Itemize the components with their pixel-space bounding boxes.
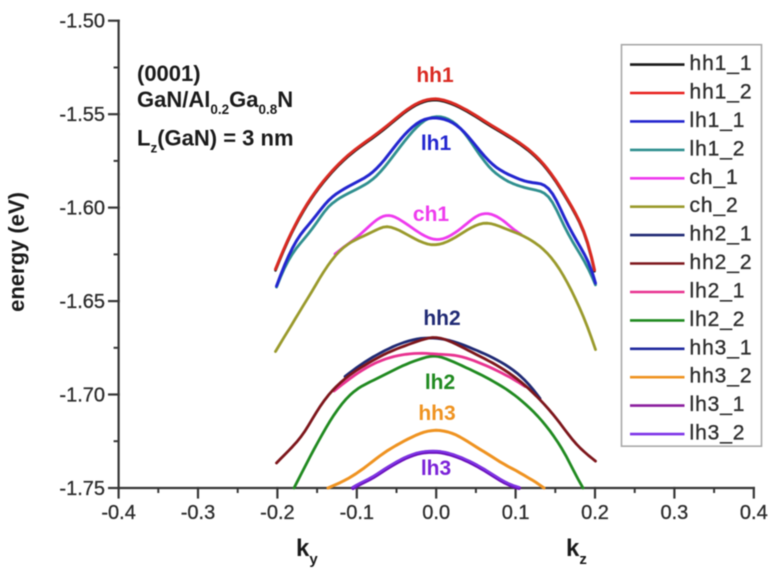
svg-text:lh1_2: lh1_2 <box>690 137 746 160</box>
svg-text:-1.65: -1.65 <box>59 291 105 313</box>
svg-text:(0001): (0001) <box>137 61 201 86</box>
svg-text:lh2: lh2 <box>425 371 455 394</box>
svg-text:lh2_2: lh2_2 <box>690 308 746 331</box>
svg-text:lh1: lh1 <box>421 132 452 155</box>
svg-text:-0.2: -0.2 <box>260 502 294 524</box>
svg-text:lh2_1: lh2_1 <box>690 280 746 303</box>
svg-text:-1.55: -1.55 <box>59 104 105 126</box>
svg-text:hh3: hh3 <box>418 402 455 425</box>
svg-text:energy (eV): energy (eV) <box>4 192 29 312</box>
svg-text:hh2: hh2 <box>423 307 460 330</box>
svg-text:0.1: 0.1 <box>502 502 530 524</box>
svg-text:lh3_2: lh3_2 <box>690 422 746 445</box>
svg-text:0.2: 0.2 <box>581 502 609 524</box>
svg-text:hh2_2: hh2_2 <box>690 251 753 274</box>
svg-text:ch_1: ch_1 <box>690 166 739 189</box>
svg-text:-1.60: -1.60 <box>59 198 105 220</box>
svg-text:-1.75: -1.75 <box>59 478 105 500</box>
svg-text:hh1_2: hh1_2 <box>690 81 753 104</box>
svg-text:0.0: 0.0 <box>422 502 450 524</box>
svg-text:ch1: ch1 <box>413 203 450 226</box>
svg-text:-1.70: -1.70 <box>59 385 105 407</box>
svg-text:lh3: lh3 <box>421 457 451 480</box>
svg-text:hh2_1: hh2_1 <box>690 223 753 246</box>
svg-text:0.3: 0.3 <box>660 502 688 524</box>
svg-text:hh1_1: hh1_1 <box>690 52 753 75</box>
svg-text:0.4: 0.4 <box>740 502 768 524</box>
svg-text:-0.3: -0.3 <box>181 502 215 524</box>
svg-text:-0.1: -0.1 <box>340 502 374 524</box>
svg-text:lh3_1: lh3_1 <box>690 393 746 416</box>
svg-text:-0.4: -0.4 <box>101 502 135 524</box>
svg-text:lh1_1: lh1_1 <box>690 109 746 132</box>
svg-text:hh3_1: hh3_1 <box>690 336 753 359</box>
svg-text:hh3_2: hh3_2 <box>690 365 753 388</box>
svg-text:hh1: hh1 <box>416 64 454 87</box>
svg-text:-1.50: -1.50 <box>59 11 105 33</box>
svg-text:ch_2: ch_2 <box>690 194 739 217</box>
